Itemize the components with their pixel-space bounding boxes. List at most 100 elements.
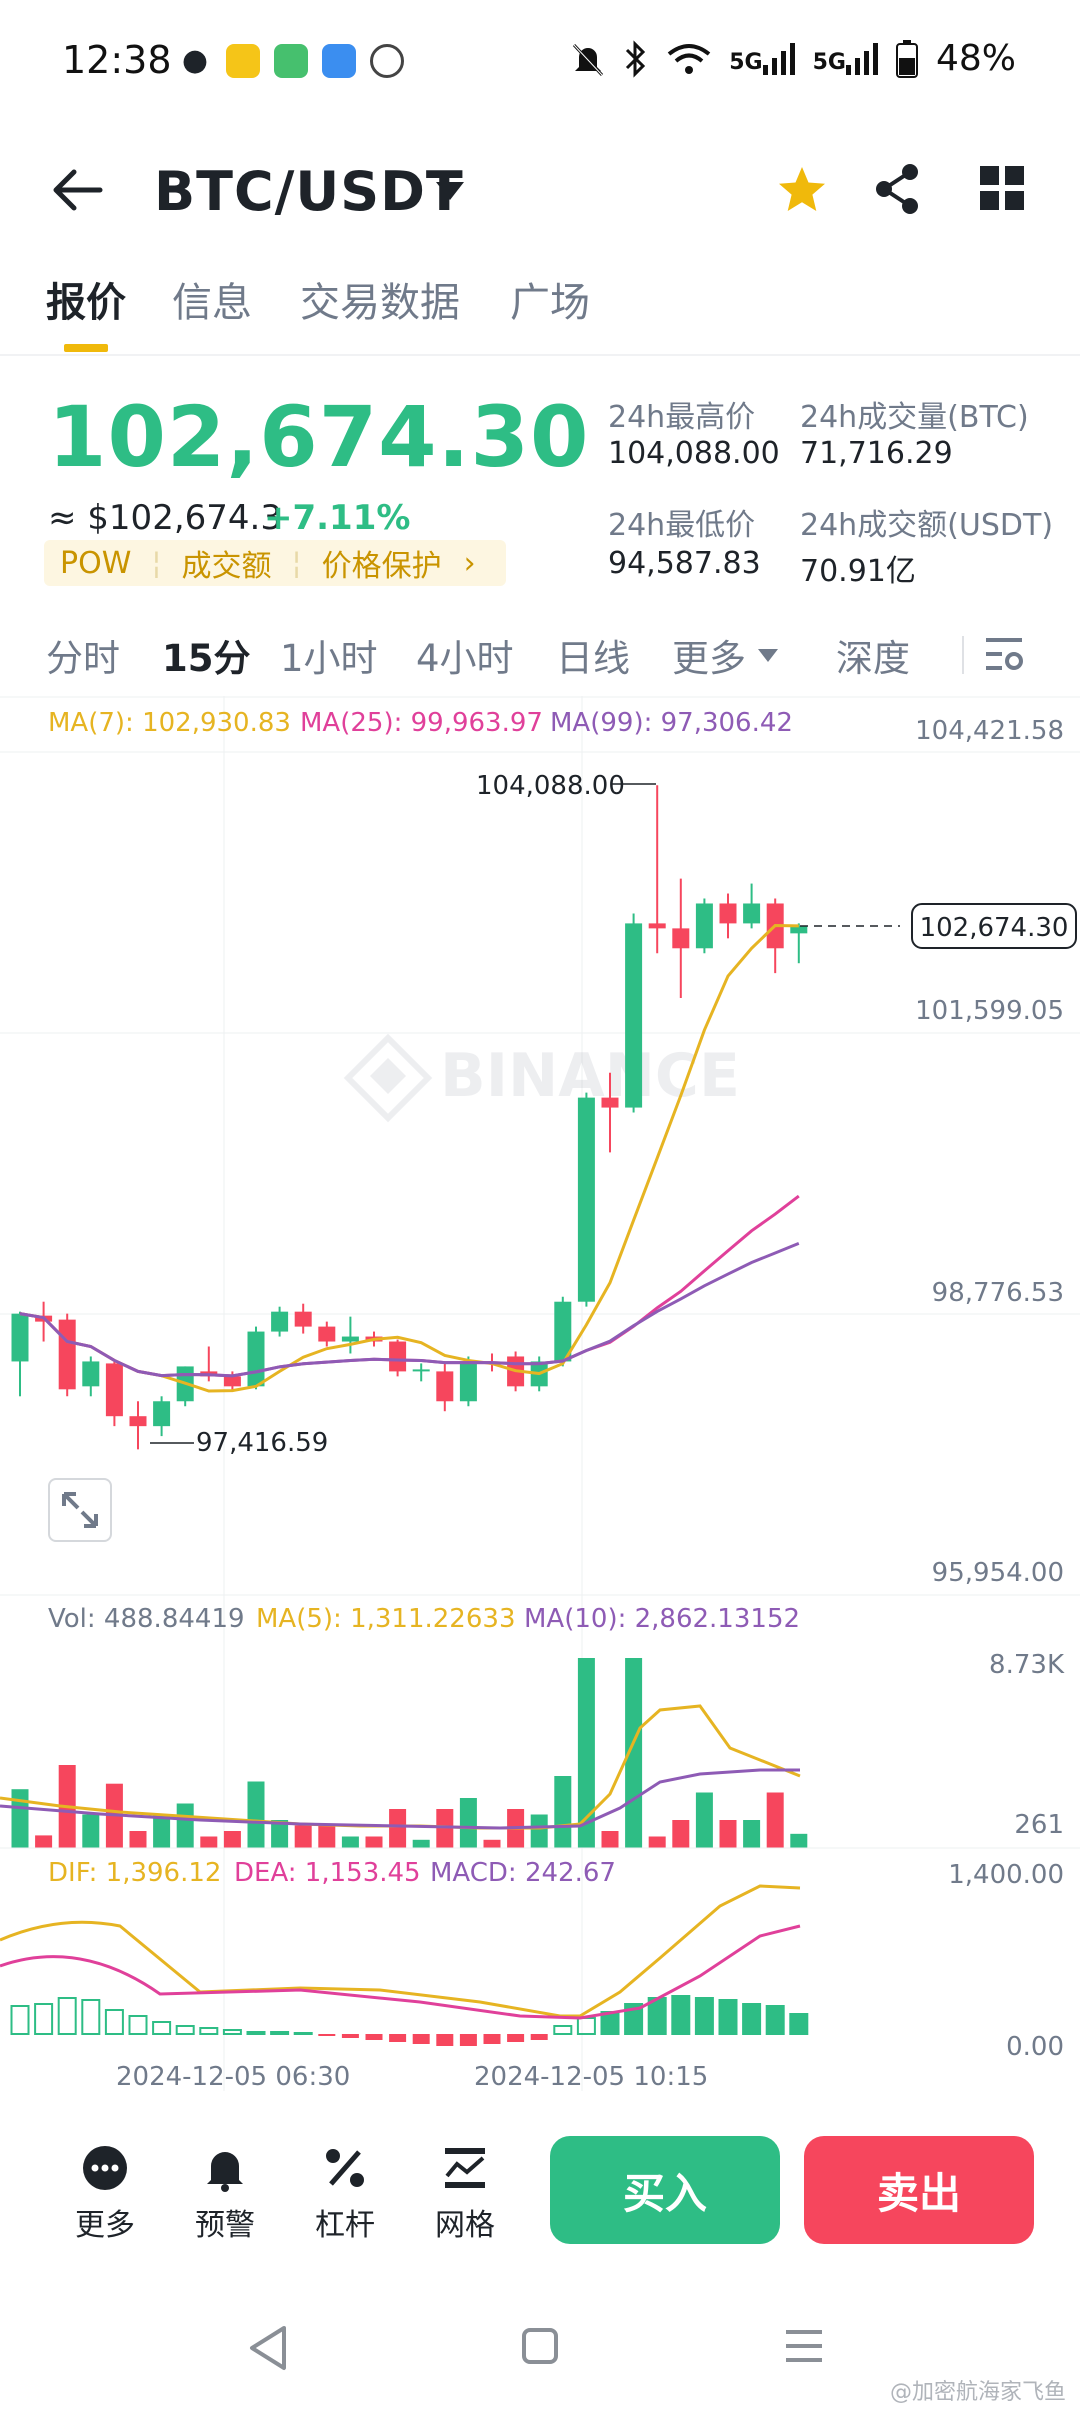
active-tab-indicator (64, 344, 108, 352)
dif-line (0, 1884, 801, 2018)
dea-line (0, 1924, 801, 2020)
tag-separator: ¦ (291, 545, 302, 581)
status-bar: 12:38 ● 5G 5G 48% (0, 0, 1080, 120)
macd-bar (128, 2015, 148, 2035)
interval-depth[interactable]: 深度 (836, 637, 910, 680)
macd-bar (694, 1997, 714, 2035)
macd-axis-label: 0.00 (1006, 2032, 1064, 2062)
ma99-line (19, 1241, 800, 1378)
volume-bar (412, 1839, 430, 1848)
volume-bar (389, 1809, 407, 1848)
candle-body (82, 1361, 100, 1387)
tag-pow[interactable]: POW (60, 545, 132, 581)
interval-4h[interactable]: 4小时 (416, 637, 514, 680)
nav-back-icon[interactable] (246, 2324, 290, 2372)
tab-trading-data[interactable]: 交易数据 (300, 280, 460, 326)
candle-body (412, 1369, 430, 1372)
candle-body (601, 1097, 619, 1108)
caret-down-icon[interactable] (436, 182, 464, 200)
low-annotation: 97,416.59 (196, 1428, 328, 1458)
expand-icon (62, 1492, 98, 1528)
interval-1d[interactable]: 日线 (556, 637, 630, 680)
volume-btc-value: 71,716.29 (800, 436, 953, 471)
candle-body (695, 903, 713, 949)
volume-bar (35, 1835, 53, 1848)
candle-body (436, 1371, 454, 1402)
buy-button[interactable]: 买入 (550, 2136, 780, 2244)
tag-bar[interactable]: POW ¦ 成交额 ¦ 价格保护 › (44, 540, 506, 586)
macd-bar (459, 2034, 477, 2046)
battery-icon (895, 39, 918, 78)
volume-bar (601, 1831, 619, 1848)
app-icon-circle (370, 44, 404, 78)
volume-bar (129, 1831, 147, 1848)
tag-turnover[interactable]: 成交额 (181, 549, 272, 584)
macd-bar (34, 2003, 54, 2035)
share-icon[interactable] (872, 162, 922, 216)
grid-trading-button[interactable]: 网格 (420, 2144, 510, 2244)
candles (11, 785, 808, 1450)
pair-selector[interactable]: BTC/USDT (154, 160, 464, 223)
macd-bar (270, 2031, 290, 2035)
volume-bar (153, 1814, 171, 1848)
alert-button[interactable]: 预警 (180, 2144, 270, 2244)
messages-icon (274, 44, 308, 78)
tab-info[interactable]: 信息 (172, 280, 252, 326)
volume-bar (200, 1836, 218, 1848)
macd-bar (199, 2027, 219, 2035)
nav-home-icon[interactable] (520, 2326, 560, 2366)
candle-body (577, 1097, 595, 1302)
kline-chart[interactable]: BINANCE 104,088.00 97,416.59 102,674.30 … (0, 696, 1080, 2096)
volume-btc-label: 24h成交量(BTC) (800, 400, 1029, 435)
tab-square[interactable]: 广场 (510, 280, 590, 326)
wifi-icon (667, 43, 711, 74)
macd-axis-label: 1,400.00 (948, 1860, 1064, 1890)
vol-ma10-legend: MA(10): 2,862.13152 (524, 1604, 801, 1634)
chart-canvas[interactable]: BINANCE 104,088.00 97,416.59 102,674.30 (0, 696, 1080, 2096)
chevron-right-icon[interactable]: › (463, 545, 476, 581)
interval-time[interactable]: 分时 (46, 637, 120, 680)
caret-down-icon[interactable] (758, 649, 778, 662)
nav-menu-icon[interactable] (784, 2326, 824, 2366)
leverage-button[interactable]: 杠杆 (300, 2144, 390, 2244)
low-label: 24h最低价 (608, 508, 756, 543)
chart-settings-icon[interactable] (984, 632, 1024, 676)
macd-legend: MACD: 242.67 (430, 1858, 616, 1888)
price-axis-label: 101,599.05 (915, 996, 1064, 1026)
battery-level: 48% (935, 38, 1016, 79)
macd-bar (624, 2003, 644, 2035)
volume-bar (247, 1781, 265, 1848)
macd-bar (175, 2025, 195, 2035)
binance-watermark: BINANCE (343, 1033, 740, 1123)
tag-price-protection[interactable]: 价格保护 (321, 549, 442, 584)
macd-bar (742, 2003, 762, 2035)
candle-body (105, 1363, 123, 1417)
interval-more[interactable]: 更多 (672, 637, 746, 680)
macd-bar (293, 2032, 313, 2035)
ma25-line (19, 1194, 800, 1378)
price-axis-label: 104,421.58 (915, 716, 1064, 746)
volume-bar (530, 1814, 548, 1848)
high-annotation: 104,088.00 (476, 771, 625, 801)
dif-legend: DIF: 1,396.12 (48, 1858, 222, 1888)
volume-bar (436, 1809, 454, 1848)
volume-bar (176, 1803, 194, 1848)
sell-button[interactable]: 卖出 (804, 2136, 1034, 2244)
volume-axis-label: 261 (1014, 1810, 1064, 1840)
volume-axis-label: 8.73K (989, 1650, 1064, 1680)
favorite-star-icon[interactable] (776, 164, 828, 216)
ma7-legend: MA(7): 102,930.83 (48, 708, 291, 738)
macd-bar (765, 2005, 785, 2035)
interval-15m[interactable]: 15分 (162, 637, 251, 680)
interval-1h[interactable]: 1小时 (280, 637, 378, 680)
back-arrow-icon[interactable] (48, 166, 104, 214)
footer-watermark: @加密航海家飞鱼 (889, 2380, 1066, 2405)
candle-body (223, 1376, 241, 1387)
fullscreen-button[interactable] (48, 1478, 112, 1542)
candle-body (743, 903, 761, 924)
tab-quote[interactable]: 报价 (46, 280, 126, 326)
time-axis-label: 2024-12-05 06:30 (116, 2062, 351, 2092)
more-button[interactable]: 更多 (60, 2144, 150, 2244)
candle-body (459, 1361, 477, 1402)
grid-menu-icon[interactable] (980, 166, 1024, 210)
